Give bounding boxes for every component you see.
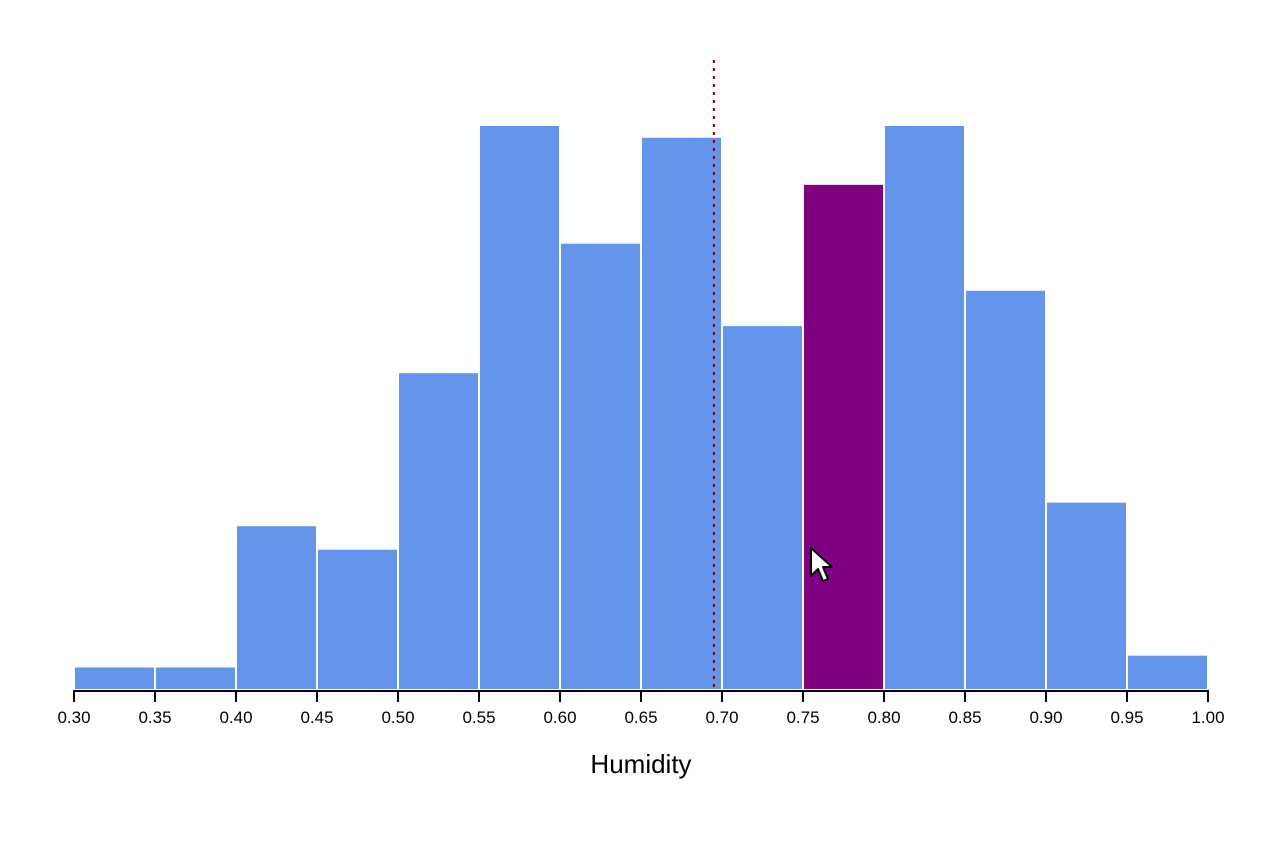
histogram-bar[interactable] bbox=[154, 665, 237, 691]
x-tick-label: 0.95 bbox=[1110, 708, 1143, 727]
x-tick-label: 0.35 bbox=[138, 708, 171, 727]
x-tick-label: 0.60 bbox=[543, 708, 576, 727]
histogram-bar[interactable] bbox=[73, 665, 156, 691]
histogram-bar[interactable] bbox=[1045, 500, 1128, 691]
x-tick-label: 0.50 bbox=[381, 708, 414, 727]
x-tick-label: 0.80 bbox=[867, 708, 900, 727]
mouse-pointer-icon bbox=[810, 547, 833, 582]
x-tick-label: 0.30 bbox=[57, 708, 90, 727]
x-tick-label: 0.40 bbox=[219, 708, 252, 727]
histogram-bars bbox=[73, 124, 1209, 692]
x-tick-label: 0.70 bbox=[705, 708, 738, 727]
x-tick-label: 0.65 bbox=[624, 708, 657, 727]
histogram-bar[interactable] bbox=[883, 124, 966, 691]
x-axis-title: Humidity bbox=[590, 749, 691, 779]
histogram-bar[interactable] bbox=[640, 135, 723, 692]
x-tick-label: 0.75 bbox=[786, 708, 819, 727]
histogram-bar[interactable] bbox=[721, 324, 804, 691]
histogram-bar[interactable] bbox=[964, 288, 1047, 691]
histogram-bar-highlighted[interactable] bbox=[802, 182, 885, 692]
x-tick-label: 0.85 bbox=[948, 708, 981, 727]
histogram-bar[interactable] bbox=[316, 547, 399, 691]
histogram-bar[interactable] bbox=[559, 241, 642, 691]
histogram-bar[interactable] bbox=[397, 371, 480, 691]
x-tick-label: 0.90 bbox=[1029, 708, 1062, 727]
histogram-bar[interactable] bbox=[235, 524, 318, 691]
x-tick-label: 0.55 bbox=[462, 708, 495, 727]
x-axis: 0.30 0.35 0.40 0.45 0.50 0.55 0.60 0.65 0.70 0.75… bbox=[57, 690, 1225, 727]
x-tick-label: 1.00 bbox=[1191, 708, 1224, 727]
x-tick-label: 0.45 bbox=[300, 708, 333, 727]
histogram-bar[interactable] bbox=[1126, 653, 1209, 691]
histogram-bar[interactable] bbox=[478, 124, 561, 691]
